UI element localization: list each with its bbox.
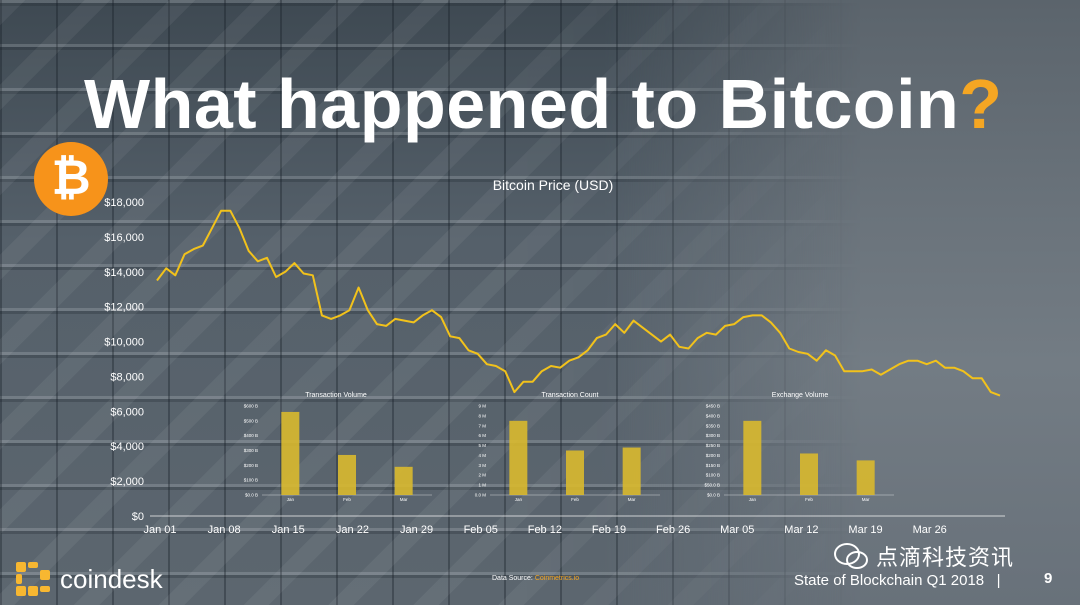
x-tick-label: Jan 15	[272, 524, 305, 536]
mini-x-tick-label: Jan	[749, 497, 757, 502]
mini-bar	[281, 411, 300, 495]
mini-x-tick-label: Jan	[515, 497, 523, 502]
mini-bar	[622, 447, 641, 495]
mini-bar	[338, 454, 356, 495]
x-tick-label: Jan 01	[143, 524, 176, 536]
chart-title: Bitcoin Price (USD)	[493, 177, 614, 193]
coindesk-logo-text: coindesk	[60, 563, 163, 594]
mini-y-tick-label: 6 M	[478, 433, 486, 438]
building-photo-shading	[0, 0, 860, 605]
mini-y-tick-label: $0.0 B	[245, 493, 258, 498]
mini-y-tick-label: 0.0 M	[475, 493, 487, 498]
y-tick-label: $14,000	[104, 267, 144, 279]
footer-caption: State of Blockchain Q1 2018 |	[794, 572, 1001, 589]
x-tick-label: Mar 26	[913, 524, 947, 536]
price-series-line	[156, 209, 1001, 397]
mini-x-tick-label: Jan	[287, 497, 295, 502]
mini-y-tick-label: 3 M	[478, 463, 486, 468]
mini-y-tick-label: $450 B	[706, 404, 720, 409]
footer-text: State of Blockchain Q1 2018	[794, 572, 985, 589]
mini-y-tick-label: $400 B	[244, 433, 258, 438]
mini-y-tick-label: $200 B	[244, 463, 258, 468]
y-tick-label: $0	[132, 511, 144, 523]
mini-y-tick-label: 4 M	[478, 453, 486, 458]
wechat-icon	[834, 543, 868, 569]
mini-y-tick-label: 2 M	[478, 473, 486, 478]
footer-separator: |	[996, 572, 1001, 589]
mini-bar	[800, 453, 818, 495]
y-tick-label: $10,000	[104, 337, 144, 349]
mini-y-tick-label: $100 B	[244, 478, 258, 483]
mini-bar	[509, 420, 528, 495]
mini-x-tick-label: Mar	[628, 497, 636, 502]
mini-y-tick-label: $150 B	[706, 463, 720, 468]
mini-x-tick-label: Feb	[343, 497, 351, 502]
mini-y-tick-label: $350 B	[706, 423, 720, 428]
y-tick-label: $2,000	[110, 476, 144, 488]
mini-bar	[394, 466, 413, 495]
y-tick-label: $18,000	[104, 197, 144, 209]
coindesk-logo: coindesk	[16, 562, 163, 596]
mini-y-tick-label: $300 B	[244, 448, 258, 453]
y-tick-label: $12,000	[104, 302, 144, 314]
mini-y-tick-label: $600 B	[244, 404, 258, 409]
x-tick-label: Mar 05	[720, 524, 754, 536]
x-tick-label: Jan 29	[400, 524, 433, 536]
mini-bar	[566, 450, 584, 495]
mini-x-tick-label: Feb	[571, 497, 579, 502]
bitcoin-icon: ₿	[34, 142, 108, 216]
page-number: 9	[1044, 570, 1053, 587]
data-source: Data Source: Coinmetrics.io	[492, 575, 579, 582]
mini-x-tick-label: Mar	[400, 497, 408, 502]
mini-y-tick-label: $50.0 B	[704, 483, 720, 488]
mini-chart-title: Transaction Count	[542, 392, 599, 399]
mini-y-tick-label: $200 B	[706, 453, 720, 458]
mini-y-tick-label: $250 B	[706, 443, 720, 448]
mini-bar	[743, 420, 762, 495]
x-tick-label: Jan 22	[336, 524, 369, 536]
mini-chart-title: Transaction Volume	[305, 392, 367, 399]
coindesk-icon	[16, 562, 50, 596]
mini-bar	[856, 460, 875, 495]
y-tick-label: $4,000	[110, 441, 144, 453]
mini-y-tick-label: $300 B	[706, 433, 720, 438]
wechat-watermark: 点滴科技资讯	[834, 540, 1014, 572]
y-tick-label: $6,000	[110, 406, 144, 418]
mini-y-tick-label: $0.0 B	[707, 493, 720, 498]
mini-x-tick-label: Feb	[805, 497, 813, 502]
mini-chart-title: Exchange Volume	[772, 392, 829, 399]
slide-title-text: What happened to Bitcoin	[84, 65, 960, 143]
mini-y-tick-label: 8 M	[478, 413, 486, 418]
x-tick-label: Feb 26	[656, 524, 690, 536]
y-tick-label: $8,000	[110, 371, 144, 383]
x-tick-label: Feb 19	[592, 524, 626, 536]
mini-y-tick-label: 1 M	[478, 483, 486, 488]
x-tick-label: Feb 05	[464, 524, 498, 536]
mini-y-tick-label: 7 M	[478, 423, 486, 428]
y-tick-label: $16,000	[104, 232, 144, 244]
x-tick-label: Feb 12	[528, 524, 562, 536]
slide-title-question-mark: ?	[959, 65, 1003, 143]
mini-y-tick-label: 5 M	[478, 443, 486, 448]
mini-y-tick-label: $400 B	[706, 413, 720, 418]
mini-y-tick-label: 9 M	[478, 404, 486, 409]
mini-y-tick-label: $100 B	[706, 473, 720, 478]
mini-x-tick-label: Mar	[862, 497, 870, 502]
data-source-label: Data Source:	[492, 575, 533, 582]
watermark-text: 点滴科技资讯	[876, 545, 1015, 570]
data-source-link[interactable]: Coinmetrics.io	[534, 575, 580, 582]
x-tick-label: Mar 19	[848, 524, 882, 536]
building-photo	[0, 0, 860, 605]
x-tick-label: Jan 08	[208, 524, 241, 536]
slide-title: What happened to Bitcoin?	[84, 64, 1003, 144]
mini-y-tick-label: $500 B	[244, 418, 258, 423]
x-tick-label: Mar 12	[784, 524, 818, 536]
bitcoin-symbol: ₿	[51, 152, 91, 205]
